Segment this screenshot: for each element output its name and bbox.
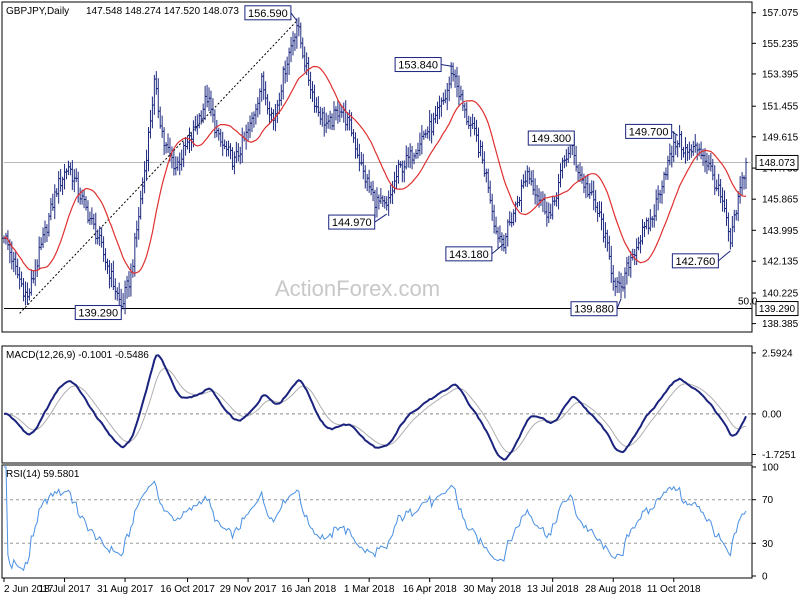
price-annotations: 156.590 153.840 144.970 143.180 149.300 139.8… (74, 5, 731, 321)
price-tick-label: 143.995 (762, 226, 799, 237)
annotation-box (570, 301, 618, 317)
current-price-tag-box (755, 154, 799, 170)
rsi-line (4, 466, 747, 572)
x-tick-label: 18 Jul 2017 (39, 584, 91, 595)
fib-price-tag: 139.290 (759, 304, 796, 315)
price-panel: 157.075155.235153.395151.455149.615147.7… (1, 1, 799, 333)
annotation-box (671, 253, 719, 269)
price-panel-title: GBPJPY,Daily (6, 6, 69, 17)
annotation-label: 139.880 (574, 304, 614, 316)
x-tick-label: 28 Aug 2018 (585, 584, 642, 595)
x-tick-label: 13 Jul 2018 (527, 584, 579, 595)
horizontal-lines: 50.0 (4, 161, 758, 310)
annotation-label: 144.970 (332, 217, 372, 229)
x-tick-label: 2 Jun 2017 (4, 584, 54, 595)
rsi-panel: 100 70 30 0 RSI(14) 59.5801 (1, 463, 779, 583)
price-tick-label: 145.865 (762, 195, 799, 206)
annotation-box (625, 123, 673, 139)
annotation-leader (616, 298, 622, 309)
annotation-box (244, 5, 292, 21)
annotation-label: 156.590 (248, 8, 288, 20)
x-tick-label: 11 Oct 2018 (647, 584, 701, 595)
price-panel-frame (1, 1, 753, 333)
fib-price-tag-box (755, 301, 799, 317)
macd-main-line (3, 354, 747, 461)
rsi-panel-frame (1, 464, 753, 579)
rsi-tick-label: 30 (762, 539, 774, 550)
rsi-panel-title: RSI(14) 59.5801 (6, 469, 80, 480)
annotation-label: 149.700 (629, 126, 669, 138)
annotation-box (328, 214, 376, 230)
price-tick-label: 149.615 (762, 132, 799, 143)
price-tags: 148.073 139.290 (755, 154, 799, 317)
dotted-trendline (19, 20, 298, 314)
ohlc-bars (2, 17, 748, 315)
x-tick-label: 29 Nov 2017 (220, 584, 277, 595)
rsi-tick-label: 100 (762, 463, 779, 474)
trendline (19, 20, 298, 314)
annotation-label: 143.180 (449, 249, 489, 261)
annotation-box (527, 130, 575, 146)
current-price-tag: 148.073 (759, 158, 796, 169)
price-tick-label: 157.075 (762, 8, 799, 19)
price-tick-label: 138.385 (762, 319, 799, 330)
price-tick-label: 153.395 (762, 69, 799, 80)
ohlc-readout: 147.548 148.274 147.520 148.073 (86, 6, 239, 17)
annotation-leader (374, 213, 387, 223)
price-tick-label: 151.455 (762, 102, 799, 113)
annotation-label: 139.290 (78, 308, 118, 320)
x-tick-label: 1 Mar 2018 (344, 584, 395, 595)
annotation-leader (491, 243, 505, 255)
moving-average (3, 65, 747, 274)
price-tick-label: 155.235 (762, 39, 799, 50)
rsi-y-axis: 100 70 30 0 (752, 463, 779, 583)
rsi-tick-label: 70 (762, 495, 774, 506)
annotation-leader (290, 12, 298, 22)
macd-lines (3, 354, 747, 461)
annotation-box (445, 246, 493, 262)
annotation-box (394, 57, 442, 73)
x-tick-label: 16 Apr 2018 (403, 584, 457, 595)
moving-average-line (3, 65, 747, 274)
macd-panel-frame (1, 345, 753, 464)
rsi-grid (4, 499, 752, 544)
fib-level-label: 50.0 (738, 297, 758, 308)
x-tick-label: 31 Aug 2017 (97, 584, 154, 595)
macd-tick-label: 2.5924 (762, 348, 793, 359)
watermark: ActionForex.com (275, 276, 440, 301)
macd-tick-label: 0.00 (762, 409, 782, 420)
macd-y-axis: 2.5924 0.00 -1.7251 (752, 348, 796, 461)
x-tick-label: 16 Oct 2017 (160, 584, 215, 595)
annotation-leader (671, 130, 678, 136)
macd-panel: 2.5924 0.00 -1.7251 MACD(12,26,9) -0.1001 … (1, 345, 796, 464)
annotation-box (74, 305, 122, 321)
annotation-label: 142.760 (675, 256, 715, 268)
annotation-leader (718, 250, 731, 262)
rsi-lines (4, 466, 747, 572)
price-tick-label: 142.135 (762, 257, 799, 268)
macd-panel-title: MACD(12,26,9) -0.1001 -0.5486 (6, 350, 149, 361)
annotation-leader (441, 64, 454, 68)
rsi-tick-label: 0 (762, 572, 768, 583)
x-tick-label: 30 May 2018 (463, 584, 521, 595)
price-tick-label: 140.225 (762, 288, 799, 299)
macd-tick-label: -1.7251 (762, 450, 796, 461)
annotation-label: 149.300 (531, 133, 571, 145)
macd-signal-line (4, 367, 747, 454)
annotation-label: 153.840 (398, 60, 438, 72)
x-tick-label: 16 Jan 2018 (281, 584, 336, 595)
